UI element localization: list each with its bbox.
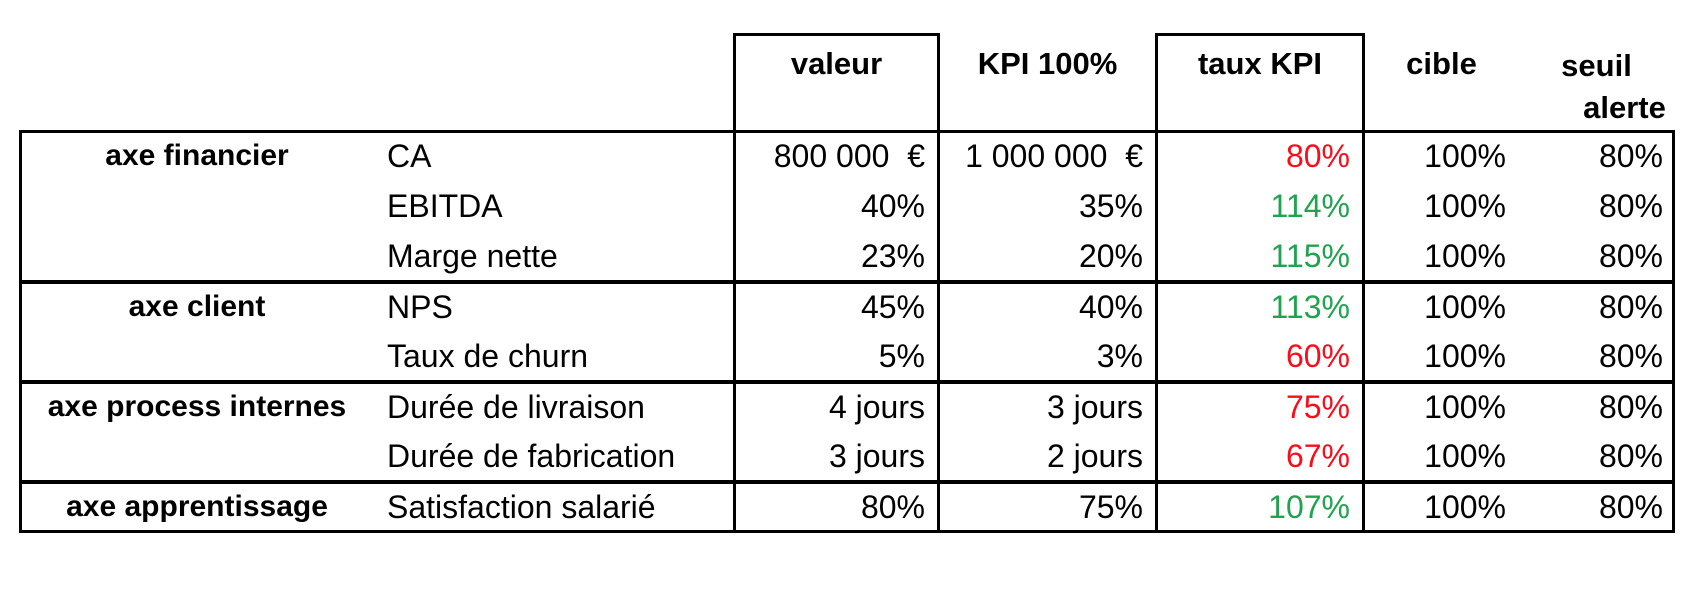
taux-kpi-cell: 107% xyxy=(1268,489,1350,525)
col-header-seuil-alerte: seuil alerte xyxy=(1518,33,1675,130)
cible-cell: 100% xyxy=(1424,238,1506,274)
col-header-cible: cible xyxy=(1406,46,1477,81)
cible-cell: 100% xyxy=(1424,338,1506,374)
col-header-taux-kpi: taux KPI xyxy=(1197,46,1323,81)
valeur-cell: 80% xyxy=(860,489,925,525)
cible-cell: 100% xyxy=(1424,188,1506,224)
cible-cell: 100% xyxy=(1424,438,1506,474)
section-divider-apprentissage xyxy=(19,480,1675,484)
taux-kpi-cell: 67% xyxy=(1285,438,1350,474)
column-line-taux-right xyxy=(1362,130,1365,533)
column-line-valeur-left xyxy=(733,130,736,533)
table-outline xyxy=(19,130,1675,533)
cible-cell: 100% xyxy=(1424,289,1506,325)
kpi100-cell: 2 jours xyxy=(1046,438,1143,474)
cible-cell: 100% xyxy=(1424,389,1506,425)
axe-label: axe client xyxy=(128,290,266,323)
axe-label: axe apprentissage xyxy=(66,490,328,523)
taux-kpi-cell: 113% xyxy=(1270,289,1350,325)
column-line-valeur-right xyxy=(937,130,940,533)
seuil-alerte-line2: alerte xyxy=(1583,90,1666,125)
valeur-cell: 4 jours xyxy=(828,389,925,425)
taux-kpi-cell: 80% xyxy=(1285,138,1350,174)
col-header-kpi100: KPI 100% xyxy=(977,46,1118,81)
seuil-cell: 80% xyxy=(1598,188,1663,224)
seuil-cell: 80% xyxy=(1598,238,1663,274)
valeur-header-box xyxy=(733,33,940,133)
seuil-cell: 80% xyxy=(1598,289,1663,325)
valeur-cell: 45% xyxy=(860,289,925,325)
indicator-label: Durée de livraison xyxy=(387,389,645,425)
seuil-cell: 80% xyxy=(1598,138,1663,174)
taux-kpi-cell: 75% xyxy=(1285,389,1350,425)
seuil-cell: 80% xyxy=(1598,338,1663,374)
indicator-label: Durée de fabrication xyxy=(387,438,676,474)
kpi100-cell: 40% xyxy=(1078,289,1143,325)
taux-kpi-cell: 60% xyxy=(1285,338,1350,374)
kpi100-cell: 35% xyxy=(1078,188,1143,224)
seuil-cell: 80% xyxy=(1598,438,1663,474)
seuil-cell: 80% xyxy=(1598,489,1663,525)
valeur-cell: 800 000 € xyxy=(773,138,925,174)
column-line-taux-left xyxy=(1155,130,1158,533)
valeur-cell: 40% xyxy=(860,188,925,224)
indicator-label: Marge nette xyxy=(387,238,558,274)
kpi100-cell: 3 jours xyxy=(1046,389,1143,425)
valeur-cell: 3 jours xyxy=(828,438,925,474)
taux-kpi-header-box xyxy=(1155,33,1365,133)
section-divider-process xyxy=(19,380,1675,384)
kpi100-cell: 75% xyxy=(1078,489,1143,525)
cible-cell: 100% xyxy=(1424,138,1506,174)
taux-kpi-cell: 115% xyxy=(1270,238,1350,274)
indicator-label: EBITDA xyxy=(387,188,503,224)
indicator-label: CA xyxy=(387,138,432,174)
valeur-cell: 23% xyxy=(860,238,925,274)
seuil-alerte-line1: seuil xyxy=(1561,48,1632,83)
indicator-label: Satisfaction salarié xyxy=(387,489,656,525)
axe-label: axe process internes xyxy=(47,390,347,423)
indicator-label: NPS xyxy=(387,289,453,325)
kpi100-cell: 3% xyxy=(1096,338,1143,374)
indicator-label: Taux de churn xyxy=(387,338,589,374)
kpi100-cell: 20% xyxy=(1078,238,1143,274)
taux-kpi-cell: 114% xyxy=(1270,188,1350,224)
cible-cell: 100% xyxy=(1424,489,1506,525)
kpi100-cell: 1 000 000 € xyxy=(965,138,1143,174)
seuil-cell: 80% xyxy=(1598,389,1663,425)
valeur-cell: 5% xyxy=(878,338,925,374)
axe-label: axe financier xyxy=(105,139,289,172)
section-divider-client xyxy=(19,280,1675,284)
col-header-valeur: valeur xyxy=(790,46,883,81)
